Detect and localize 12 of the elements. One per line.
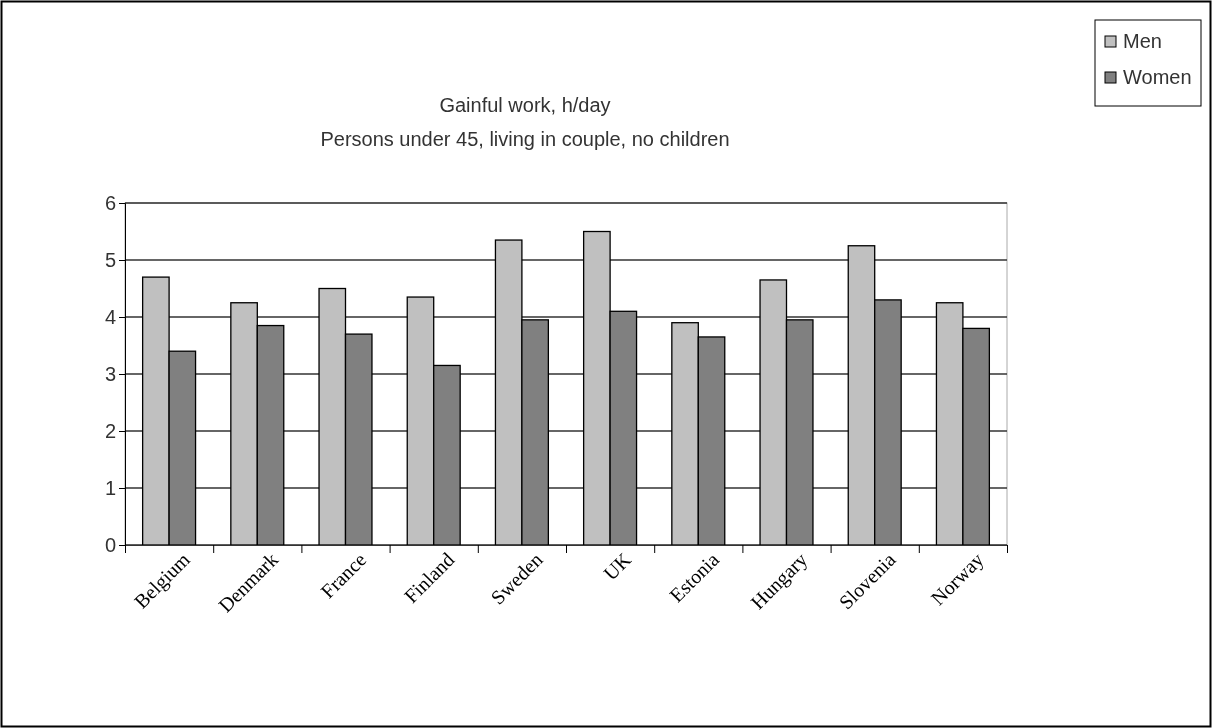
chart-title: Gainful work, h/day (439, 94, 611, 116)
x-tick-label: UK (598, 547, 636, 585)
legend-label: Men (1123, 30, 1162, 52)
y-tick-label: 5 (104, 248, 116, 271)
legend-label: Women (1123, 66, 1192, 88)
y-tick-label: 6 (104, 191, 116, 214)
y-tick-label: 2 (104, 419, 116, 442)
y-tick-label: 4 (104, 305, 116, 328)
y-tick-label: 0 (104, 533, 116, 556)
chart-subtitle: Persons under 45, living in couple, no children (320, 128, 730, 150)
y-tick-label: 1 (104, 476, 116, 499)
y-tick-label: 3 (104, 362, 116, 385)
